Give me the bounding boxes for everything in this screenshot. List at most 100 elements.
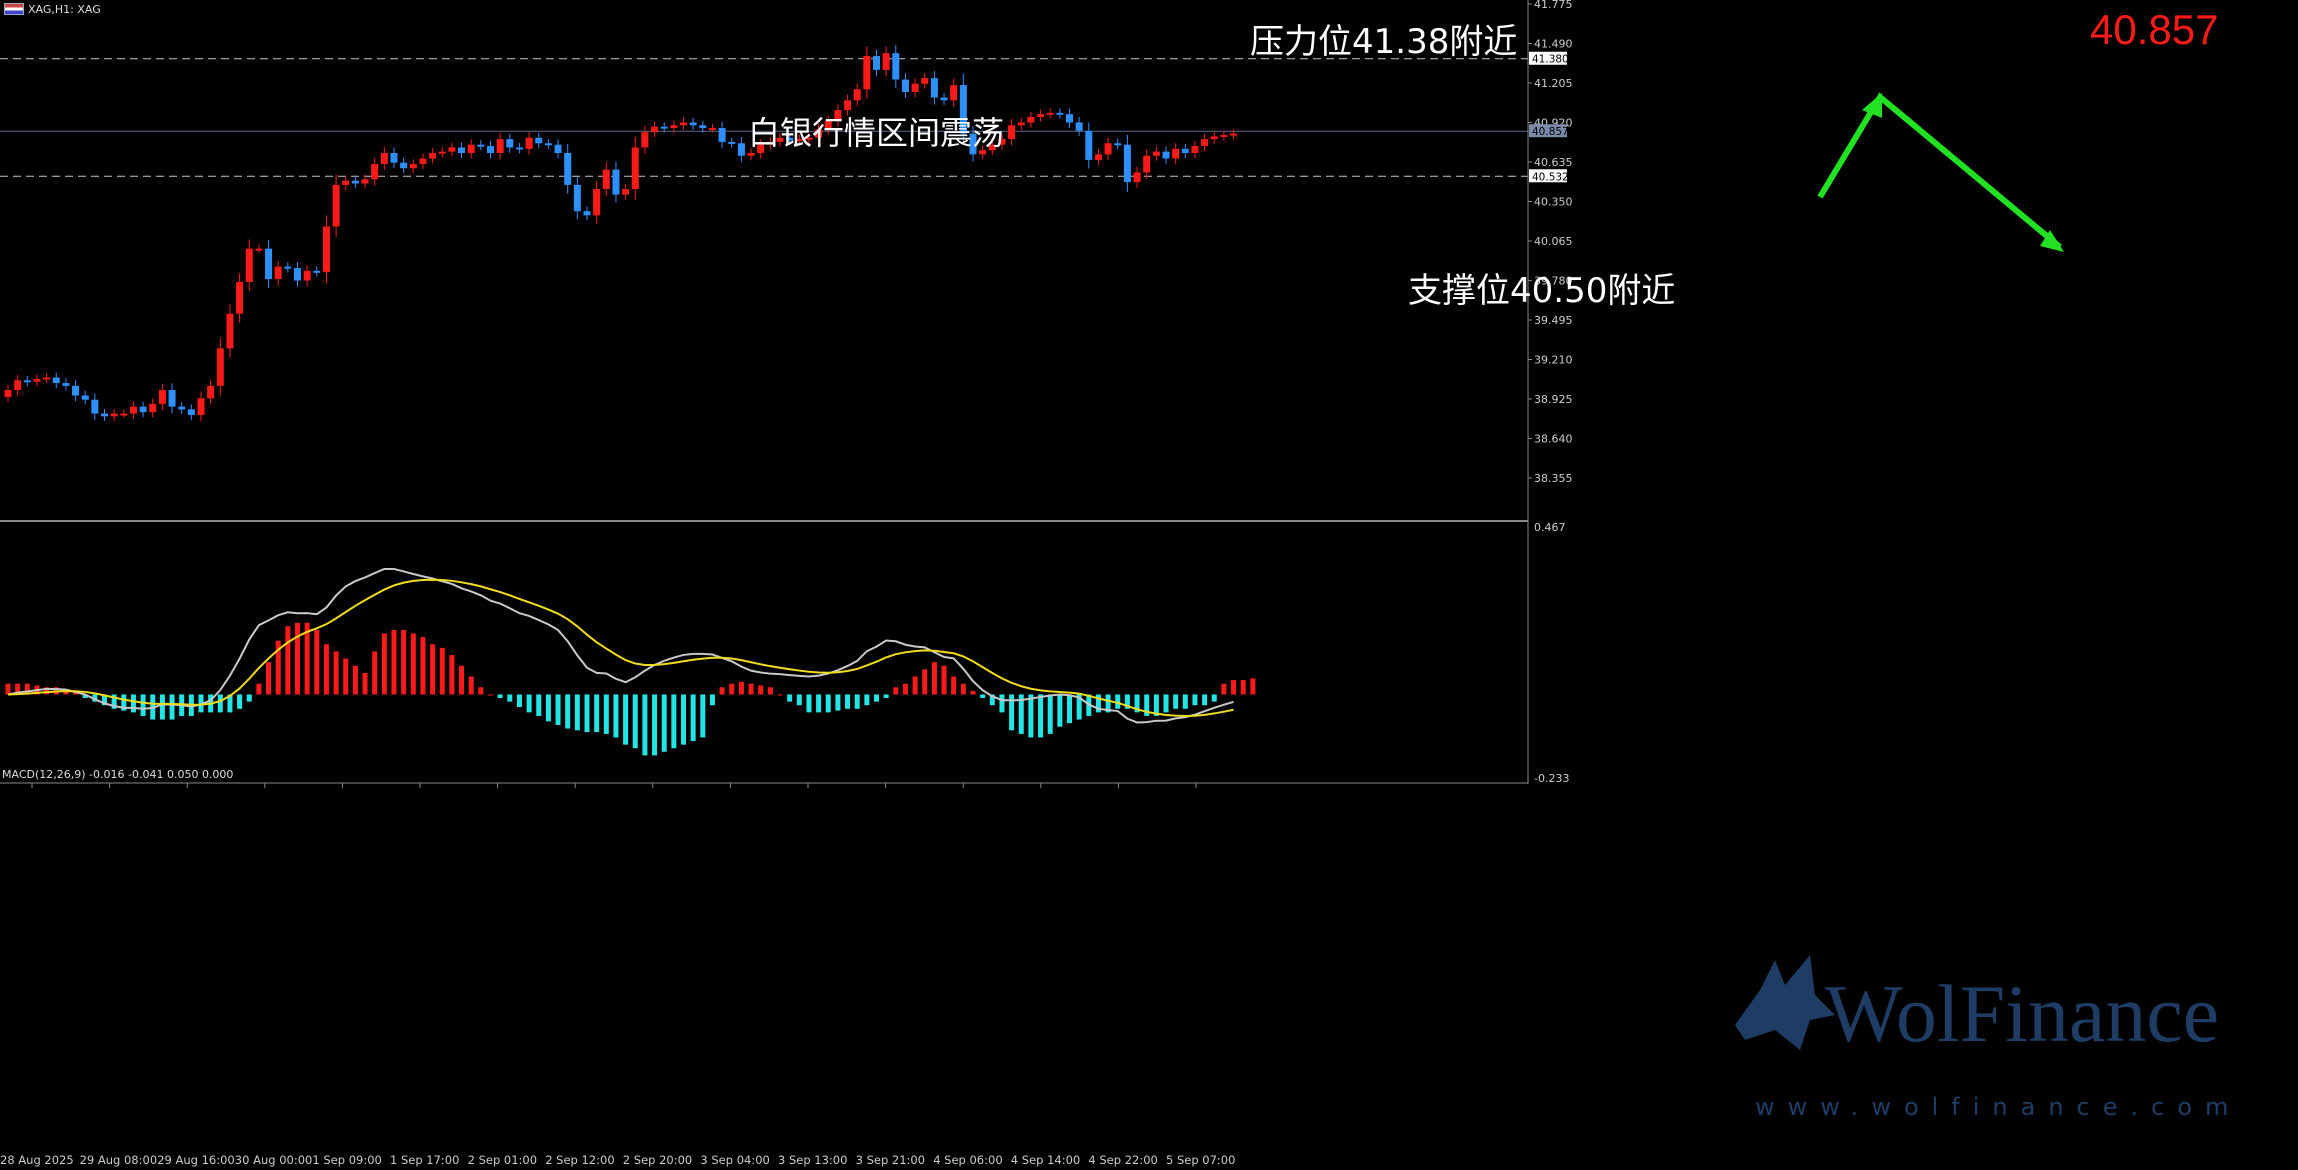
x-tick-label: 2 Sep 20:00 <box>623 1153 692 1167</box>
macd-bar <box>893 687 899 695</box>
candle-body <box>23 380 31 383</box>
projection-arrow-head-up <box>1862 93 1882 118</box>
macd-bar <box>314 629 320 695</box>
macd-bar <box>1134 694 1140 713</box>
candle-body <box>728 141 736 144</box>
x-tick-label: 28 Aug 2025 <box>0 1153 74 1167</box>
macd-bar <box>507 694 513 702</box>
candle-body <box>940 97 948 101</box>
candle-body <box>1162 151 1170 159</box>
candle-body <box>1123 144 1131 183</box>
macd-bar <box>381 633 387 695</box>
symbol-header: XAG,H1: XAG <box>4 2 101 16</box>
candle-body <box>265 248 273 280</box>
macd-bar <box>574 694 580 731</box>
candle-body <box>892 53 900 80</box>
candle-body <box>882 53 890 70</box>
candle-body <box>496 139 504 153</box>
candle-body <box>110 413 118 417</box>
macd-bar <box>709 694 715 706</box>
macd-bar <box>111 694 117 709</box>
macd-bar <box>227 694 233 713</box>
candle-body <box>43 377 51 380</box>
y-tick-label: 40.065 <box>1534 235 1573 248</box>
candle-body <box>959 85 967 134</box>
candle-body <box>226 313 234 349</box>
macd-bar <box>738 681 744 695</box>
macd-bar <box>401 629 407 695</box>
candle-body <box>641 132 649 148</box>
candle-body <box>795 139 803 142</box>
candle-body <box>149 403 157 413</box>
candle-body <box>564 152 572 185</box>
macd-bar <box>980 694 986 699</box>
y-tick-label: 38.355 <box>1534 472 1573 485</box>
macd-bar <box>1067 694 1072 724</box>
macd-bar <box>420 637 426 695</box>
candle-body <box>255 248 263 251</box>
candle-body <box>834 110 842 122</box>
candle-body <box>998 139 1006 145</box>
candle-body <box>622 189 630 195</box>
candle-body <box>950 85 958 101</box>
macd-bar <box>719 687 725 695</box>
candle-body <box>631 147 639 190</box>
macd-bar <box>1076 694 1082 720</box>
level-support-tag <box>1529 169 1567 183</box>
candle-body <box>342 180 350 185</box>
x-tick-label: 3 Sep 21:00 <box>856 1153 925 1167</box>
macd-bar <box>1163 694 1169 713</box>
candle-body <box>554 144 562 153</box>
macd-bar <box>970 690 976 695</box>
x-tick-label: 2 Sep 01:00 <box>468 1153 537 1167</box>
candle-body <box>322 226 330 273</box>
window-title: XAG,H1: XAG <box>28 2 101 16</box>
candle-body <box>1133 172 1141 183</box>
candle-body <box>236 281 244 314</box>
macd-bar <box>121 694 127 711</box>
macd-bar <box>430 644 436 695</box>
candle-body <box>4 389 12 397</box>
candle-body <box>815 129 823 138</box>
candle-body <box>1191 146 1199 153</box>
macd-bar <box>323 644 329 695</box>
wolf-head-icon <box>1735 955 1835 1050</box>
x-tick-label: 30 Aug 00:00 <box>235 1153 313 1167</box>
candle-body <box>776 137 784 142</box>
overlay-layer: 41.77541.49041.20540.92040.63540.35040.0… <box>0 0 2064 1167</box>
macd-bar <box>632 694 638 749</box>
macd-bar <box>941 665 947 695</box>
candle-body <box>1220 134 1228 137</box>
macd-bar <box>1221 683 1227 695</box>
macd-bar <box>44 687 50 695</box>
candle-body <box>284 266 292 269</box>
candle-body <box>930 78 938 98</box>
candle-body <box>207 385 215 399</box>
macd-bar <box>555 694 561 725</box>
macd-bar <box>758 685 764 695</box>
macd-bar <box>777 694 783 696</box>
candle-body <box>438 151 446 154</box>
macd-line <box>7 567 1234 724</box>
macd-bar <box>931 662 937 695</box>
macd-bar <box>536 694 542 716</box>
candle-body <box>390 152 398 163</box>
macd-label: MACD(12,26,9) -0.016 -0.041 0.050 0.000 <box>2 768 234 781</box>
macd-bar <box>449 655 455 695</box>
macd-bar <box>681 694 686 745</box>
x-tick-label: 3 Sep 13:00 <box>778 1153 847 1167</box>
candle-body <box>1152 151 1160 156</box>
macd-bar <box>1202 694 1208 706</box>
candle-body <box>969 133 977 155</box>
macd-bar <box>1192 694 1198 706</box>
macd-bar <box>266 662 272 695</box>
level-support-label: 40.532 <box>1532 171 1569 183</box>
macd-bar <box>883 694 889 699</box>
candle-body <box>52 377 60 384</box>
macd-bar <box>999 694 1005 713</box>
macd-bar <box>1095 694 1101 713</box>
candle-body <box>573 184 581 212</box>
y-tick-label: 40.635 <box>1534 156 1573 169</box>
chart-icon <box>4 3 24 15</box>
candle-body <box>1075 122 1083 131</box>
